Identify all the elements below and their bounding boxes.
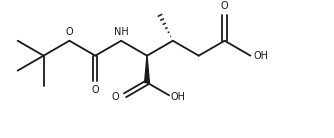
Text: OH: OH [254,51,269,61]
Text: O: O [92,85,99,95]
Text: O: O [65,27,73,37]
Text: OH: OH [171,92,186,102]
Polygon shape [145,56,149,83]
Text: O: O [221,1,228,11]
Text: O: O [112,92,119,102]
Text: NH: NH [114,27,129,37]
